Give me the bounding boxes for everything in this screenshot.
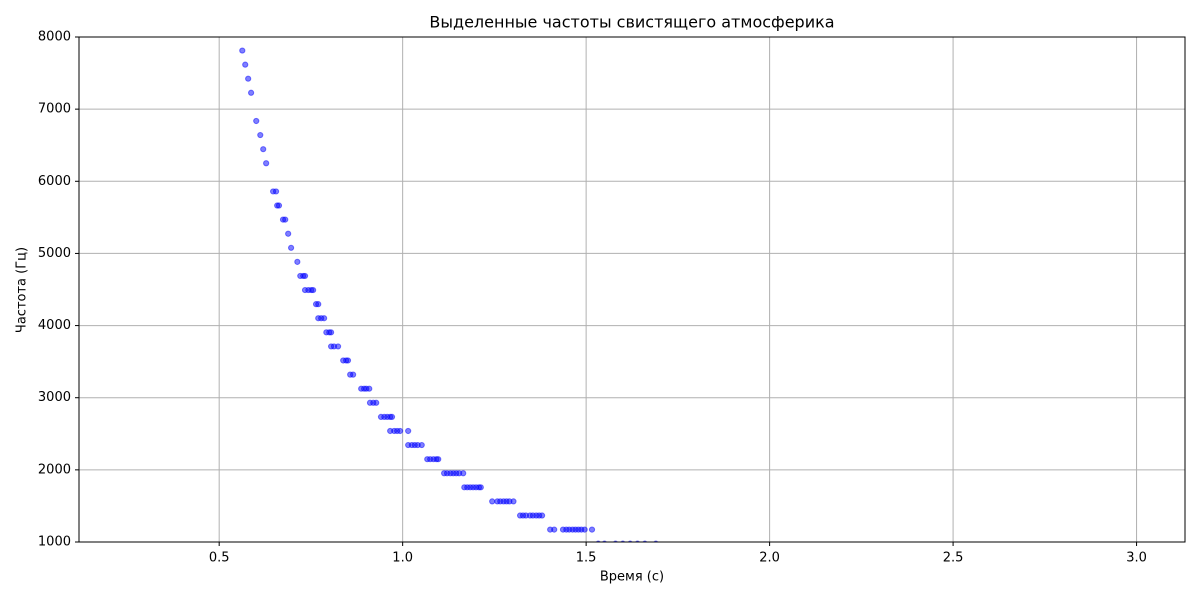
- y-tick-label: 1000: [38, 535, 71, 550]
- point: [260, 146, 267, 153]
- point: [588, 526, 596, 533]
- point: [285, 230, 292, 237]
- point: [263, 160, 270, 167]
- grid: [79, 36, 1185, 543]
- x-tick-label: 2.0: [759, 551, 780, 566]
- point: [510, 498, 517, 505]
- point: [366, 385, 373, 392]
- point: [581, 526, 588, 533]
- x-tick-label: 1.0: [392, 551, 413, 566]
- y-tick-label: 3000: [38, 390, 71, 405]
- y-tick-label: 6000: [38, 174, 71, 189]
- y-tick-label: 7000: [38, 102, 71, 117]
- chart-title: Выделенные частоты свистящего атмосферик…: [429, 13, 834, 32]
- y-axis-label: Частота (Гц): [15, 247, 30, 333]
- point: [334, 343, 342, 350]
- point: [294, 258, 301, 265]
- ticks: 0.5 1.0 1.5 2.0 2.5 3.0 1000 2000 3000 4000 5000 60…: [38, 30, 1147, 566]
- y-tick-label: 2000: [38, 462, 71, 477]
- point: [388, 413, 396, 421]
- y-tick-label: 8000: [38, 30, 71, 45]
- point: [327, 329, 335, 336]
- point: [551, 526, 558, 533]
- y-tick-label: 4000: [38, 318, 71, 333]
- point: [245, 75, 252, 82]
- point: [477, 484, 484, 491]
- x-tick-label: 3.0: [1126, 551, 1147, 566]
- point: [373, 399, 380, 406]
- x-tick-label: 1.5: [576, 551, 597, 566]
- point: [435, 456, 442, 463]
- point: [396, 427, 404, 435]
- x-tick-label: 0.5: [209, 551, 230, 566]
- point: [489, 498, 496, 505]
- y-tick-label: 5000: [38, 246, 71, 261]
- point: [344, 357, 352, 364]
- x-axis-label: Время (с): [600, 570, 664, 585]
- point: [282, 216, 289, 223]
- point: [321, 315, 328, 322]
- point: [538, 512, 546, 519]
- point: [315, 301, 322, 308]
- point: [239, 47, 246, 54]
- point: [272, 188, 280, 195]
- point: [253, 117, 260, 125]
- point: [275, 202, 283, 209]
- x-tick-label: 2.5: [943, 551, 964, 566]
- point: [242, 61, 249, 68]
- point: [287, 244, 295, 251]
- point: [310, 286, 317, 294]
- point: [257, 131, 264, 139]
- point: [248, 89, 255, 96]
- point: [460, 470, 467, 477]
- point: [301, 272, 309, 280]
- point: [350, 371, 357, 378]
- point: [405, 427, 412, 435]
- points: [239, 47, 659, 542]
- plot-frame: [78, 36, 1186, 543]
- point: [418, 441, 425, 449]
